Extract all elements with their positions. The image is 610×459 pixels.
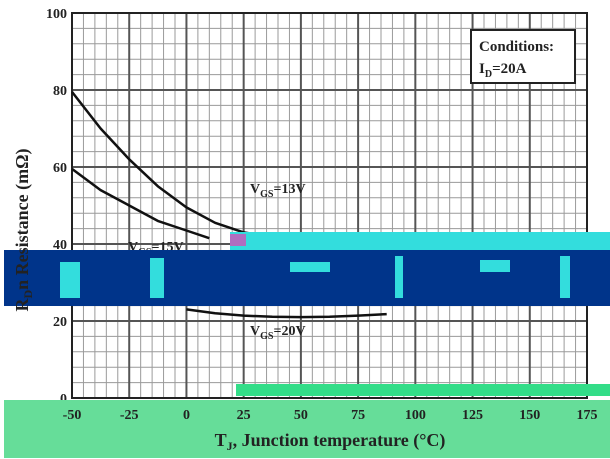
- series-label-20v: VGS=20V: [250, 324, 306, 342]
- x-tick-label: -50: [63, 408, 82, 423]
- x-tick-labels-top: -50 -25 0 25 50 75 100 125 150 175: [63, 408, 598, 423]
- plot-frame: [71, 12, 588, 399]
- x-tick-label: -25: [120, 408, 139, 423]
- x-tick-label: 25: [237, 408, 251, 423]
- y-tick-label: 100: [46, 7, 67, 22]
- x-tick-label: 150: [519, 408, 540, 423]
- y-tick-label: 60: [53, 161, 67, 176]
- x-tick-label: 125: [462, 408, 483, 423]
- conditions-line: ID=20A: [479, 61, 527, 80]
- x-tick-label: 0: [183, 408, 190, 423]
- y-tick-label: 20: [53, 315, 67, 330]
- conditions-title: Conditions:: [479, 39, 554, 55]
- x-tick-label: 100: [405, 408, 426, 423]
- x-tick-label: 75: [351, 408, 365, 423]
- render-artifact: [4, 232, 610, 458]
- y-axis-label: RDn Resistance (mΩ): [12, 148, 35, 311]
- x-tick-label: 50: [294, 408, 308, 423]
- x-tick-label: 175: [577, 408, 598, 423]
- y-tick-label: 80: [53, 84, 67, 99]
- y-tick-label: 40: [53, 238, 67, 253]
- series-label-13v: VGS=13V: [250, 182, 306, 200]
- conditions-box: Conditions: ID=20A: [470, 29, 576, 84]
- y-tick-label: 0: [60, 392, 67, 407]
- series-line-2: [186, 308, 387, 319]
- y-tick-labels: 0 20 40 60 80 100: [46, 7, 67, 407]
- series-line-1: [71, 167, 210, 240]
- x-axis-label: TJ, Junction temperature (°C): [215, 430, 446, 453]
